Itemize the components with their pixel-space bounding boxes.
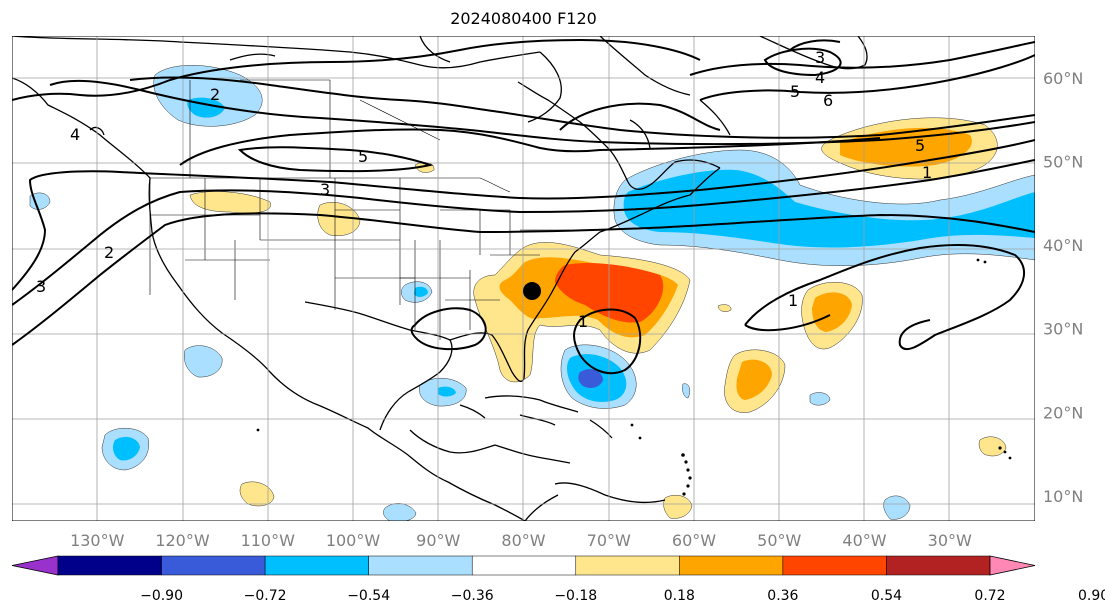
colorbar-tick-label: −0.54 [347,588,390,604]
lon-label: 110°W [241,531,296,550]
islands [256,258,1012,496]
lon-label: 90°W [416,531,460,550]
lat-label: 50°N [1043,152,1083,171]
contour-label: 5 [790,82,800,101]
colorbar-tick-label: −0.18 [554,588,597,604]
colorbar-extend-low [11,555,59,576]
political-borders [149,79,570,340]
map-title: 2024080400 F120 [450,9,597,28]
contour-label: 1 [788,291,798,310]
colorbar-tick-label: −0.72 [244,588,287,604]
lat-label: 60°N [1043,69,1083,88]
lon-label: 120°W [155,531,210,550]
contour-label: 4 [815,68,825,87]
lon-label: 60°W [672,531,716,550]
contour-label: 5 [358,147,368,166]
colorbar-swatch [679,555,784,576]
contour-label: 6 [823,91,833,110]
lon-label: 80°W [501,531,545,550]
colorbar-swatch [264,555,369,576]
colorbar-extend-high [989,555,1036,576]
contour-label: 4 [70,125,80,144]
latitude-labels: 60°N 50°N 40°N 30°N 20°N 10°N [1043,69,1083,506]
colorbar-labels: −0.90 −0.72 −0.54 −0.36 −0.18 0.18 0.36 … [140,588,1105,604]
colorbar-swatch [57,555,162,576]
lat-label: 40°N [1043,236,1083,255]
colorbar-swatch [161,555,266,576]
colorbar-tick-label: 0.36 [767,588,798,604]
colorbar [11,555,1036,576]
contour-label: 3 [36,277,46,296]
contour-label: 5 [915,136,925,155]
colorbar-tick-label: −0.36 [451,588,494,604]
colorbar-swatch [368,555,473,576]
negative-anomaly-shading [29,65,1035,521]
contour-labels: 2 5 3 2 3 1 1 5 6 3 4 5 1 4 [36,48,932,331]
lat-label: 10°N [1043,487,1083,506]
colorbar-tick-label: 0.90 [1078,588,1105,604]
storm-center-marker [523,282,542,301]
contour-label: 2 [210,85,220,104]
colorbar-swatch [782,555,887,576]
contour-label: 1 [922,163,932,182]
colorbar-tick-label: 0.72 [974,588,1005,604]
contour-label: 2 [104,243,114,262]
colorbar-swatch [471,555,577,576]
longitude-labels: 130°W 120°W 110°W 100°W 90°W 80°W 70°W 6… [70,531,972,550]
colorbar-swatch [575,555,680,576]
colorbar-swatch [886,555,991,576]
lon-label: 70°W [587,531,631,550]
lon-label: 130°W [70,531,125,550]
colorbar-tick-label: −0.90 [140,588,183,604]
lon-label: 50°W [757,531,801,550]
coastlines [12,36,868,521]
contour-label: 3 [815,48,825,67]
lon-label: 40°W [842,531,886,550]
lon-label: 30°W [928,531,972,550]
contour-lines [12,38,1035,375]
lon-label: 100°W [326,531,381,550]
colorbar-tick-label: 0.54 [871,588,902,604]
contour-label: 1 [578,312,588,331]
contour-label: 3 [320,180,330,199]
lat-label: 30°N [1043,320,1083,339]
lat-label: 20°N [1043,403,1083,422]
colorbar-tick-label: 0.18 [664,588,695,604]
